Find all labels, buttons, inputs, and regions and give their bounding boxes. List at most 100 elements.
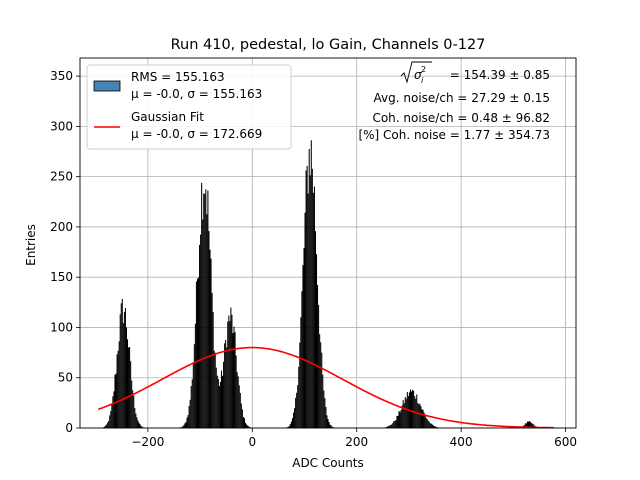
sqrt-sigma-sub: i (421, 76, 424, 85)
histogram-bar (409, 389, 412, 428)
histogram-bars (101, 140, 540, 429)
histogram-bar (322, 374, 324, 428)
histogram-bar (134, 408, 136, 428)
sqrt-sigma-value: = 154.39 ± 0.85 (450, 68, 550, 82)
x-tick-label: −200 (131, 435, 164, 449)
histogram-bar (288, 425, 290, 428)
histogram-bar (391, 424, 393, 428)
y-tick-label: 100 (50, 320, 73, 334)
histogram-bar (435, 426, 437, 428)
histogram-bar (425, 417, 427, 428)
histogram-bar (416, 394, 418, 428)
histogram-bar (118, 341, 120, 428)
y-axis-ticks: 0 50 100 150 200 250 300 350 (50, 69, 80, 435)
histogram-bar (313, 186, 315, 428)
histogram-bar (234, 332, 236, 428)
histogram-bar (205, 189, 207, 428)
histogram-bar (188, 405, 190, 428)
histogram-bar (524, 423, 526, 428)
histogram-bar (396, 415, 398, 428)
histogram-bar (136, 417, 138, 428)
histogram-bar (311, 168, 313, 429)
x-tick-label: 0 (248, 435, 256, 449)
histogram-bar (135, 413, 137, 428)
legend: RMS = 155.163 μ = -0.0, σ = 155.163 Gaus… (86, 64, 292, 150)
histogram-bar (235, 355, 237, 428)
histogram-bar (206, 214, 208, 428)
histogram-bar (308, 149, 310, 428)
histogram-bar (225, 339, 227, 428)
histogram-bar (111, 403, 113, 428)
histogram-bar (319, 334, 321, 428)
histogram-bar (386, 426, 389, 428)
histogram-bar (299, 342, 301, 428)
histogram-bar (202, 219, 204, 428)
histogram-bar (124, 307, 126, 428)
histogram-bar (394, 420, 396, 428)
histogram-bar (298, 366, 300, 428)
histogram-bar (399, 412, 401, 428)
histogram-bar (530, 421, 532, 428)
histogram-bar (432, 425, 434, 428)
histogram-bar (428, 421, 430, 428)
histogram-bar (214, 352, 216, 428)
pct-coh-noise-annotation: [%] Coh. noise = 1.77 ± 354.73 (358, 128, 550, 142)
histogram-bar (532, 423, 534, 428)
histogram-bar (326, 415, 328, 428)
histogram-bar (220, 370, 223, 428)
histogram-bar (397, 415, 399, 428)
histogram-bar (526, 421, 528, 428)
y-tick-label: 350 (50, 69, 73, 83)
histogram-bar (315, 254, 318, 428)
histogram-bar (294, 408, 296, 428)
y-tick-label: 50 (58, 371, 73, 385)
histogram-bar (114, 374, 116, 428)
histogram-bar (233, 326, 235, 428)
histogram-bar (231, 314, 233, 428)
histogram-bar (426, 419, 428, 428)
x-tick-label: 600 (554, 435, 577, 449)
histogram-bar (212, 312, 214, 428)
histogram-bar (388, 426, 390, 428)
gaussian-fit-curve (98, 346, 555, 429)
y-tick-label: 0 (65, 421, 73, 435)
histogram-bar (132, 390, 134, 428)
histogram-bar (413, 390, 415, 428)
histogram-bar (412, 389, 414, 428)
histogram-bar (306, 165, 308, 428)
avg-noise-annotation: Avg. noise/ch = 27.29 ± 0.15 (374, 91, 550, 105)
histogram-bar (193, 344, 195, 428)
histogram-bar (323, 390, 325, 428)
histogram-bar (211, 292, 213, 428)
histogram-bar (436, 427, 438, 428)
sqrt-sigma-annotation: σ i 2 = 154.39 ± 0.85 (400, 61, 550, 85)
histogram-bar (107, 422, 109, 428)
histogram-bar (185, 422, 187, 428)
chart-title: Run 410, pedestal, lo Gain, Channels 0-1… (171, 37, 486, 53)
histogram-bar (237, 376, 239, 428)
histogram-bar (236, 372, 238, 428)
histogram-bar (131, 380, 133, 428)
histogram-bar (219, 381, 221, 428)
histogram-bar (224, 343, 226, 428)
histogram-bar (429, 423, 431, 428)
histogram-bar (223, 361, 225, 428)
legend-fit-line2: μ = -0.0, σ = 172.669 (131, 127, 262, 141)
coh-noise-annotation: Coh. noise/ch = 0.48 ± 96.82 (372, 111, 550, 125)
histogram-bar (390, 425, 392, 428)
histogram-bar (287, 426, 289, 428)
histogram-bar (228, 315, 230, 428)
histogram-bar (197, 277, 200, 428)
histogram-bar (529, 421, 531, 428)
histogram-bar (121, 298, 123, 428)
histogram-bar (203, 193, 205, 428)
histogram-bar (112, 396, 114, 428)
histogram-bar (133, 395, 135, 428)
histogram-bar (320, 342, 322, 428)
histogram-bar (385, 427, 387, 428)
histogram-bar (242, 416, 244, 428)
histogram-bar (200, 234, 202, 428)
histogram-bar (305, 170, 307, 428)
histogram-bar (331, 426, 333, 428)
histogram-bar (137, 420, 139, 428)
